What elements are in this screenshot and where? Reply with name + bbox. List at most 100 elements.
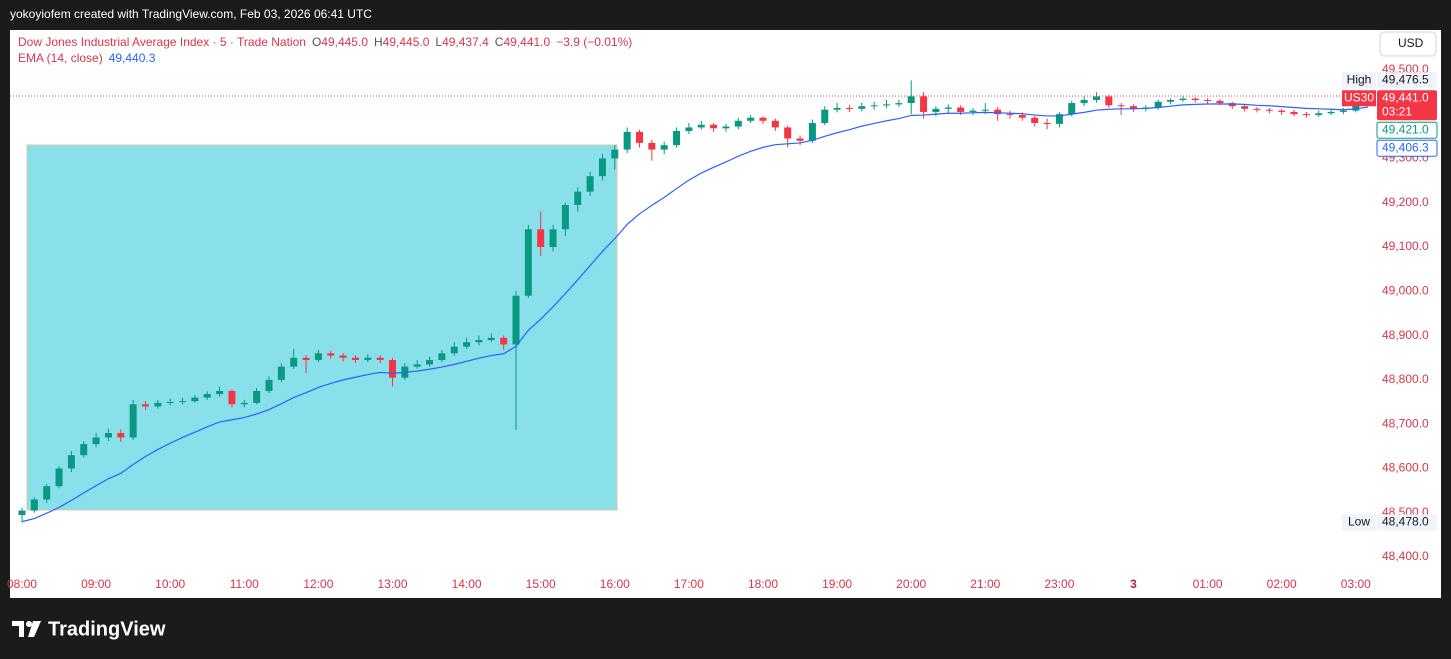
logo-shape — [12, 621, 24, 637]
x-tick-label: 20:00 — [896, 577, 926, 591]
candle-body — [747, 117, 755, 121]
candle-body — [883, 104, 890, 106]
candle-body — [561, 204, 569, 230]
candle-body — [833, 107, 841, 110]
price-tag-box — [1342, 72, 1376, 89]
candle-body — [1327, 111, 1335, 114]
candle-body — [351, 357, 359, 360]
candle-body — [1265, 109, 1273, 111]
candle-body — [18, 510, 26, 515]
candle-body — [784, 127, 792, 139]
price-label-box — [1377, 514, 1437, 531]
y-tick-label: 48,800.0 — [1382, 372, 1429, 386]
price-label: 49,421.0 — [1382, 122, 1429, 136]
logo-icon — [12, 621, 41, 637]
candle-body — [1302, 114, 1310, 116]
ohlc-value: 49,445.0 — [383, 35, 430, 49]
candle-body — [487, 337, 495, 341]
candle-body — [240, 402, 248, 405]
candle-body — [290, 357, 298, 367]
y-tick-label: 49,000.0 — [1382, 283, 1429, 297]
ohlc-value: 49,445.0 — [321, 35, 368, 49]
price-label: 48,478.0 — [1382, 515, 1429, 529]
y-tick-label: 48,600.0 — [1382, 461, 1429, 475]
ohlc-key: H — [374, 35, 383, 49]
plot-layer: 08:00 09:00 10:00 11:00 12:00 13:00 14:00 15:00… — [7, 80, 1375, 591]
candle-body — [710, 124, 718, 129]
candle-body — [808, 123, 816, 141]
candle-body — [80, 444, 88, 456]
price-label-box — [1377, 72, 1437, 89]
candle-body — [920, 96, 928, 112]
ema-line — [21, 103, 1369, 523]
price-label-box — [1377, 90, 1437, 121]
candle-body — [673, 130, 681, 146]
candle-body — [1068, 103, 1076, 115]
logo-shape — [28, 621, 41, 637]
candle-body — [636, 131, 643, 143]
currency-button[interactable] — [1379, 31, 1437, 57]
candle-body — [500, 337, 508, 345]
candle-body — [1204, 99, 1212, 101]
candle-body — [43, 486, 51, 500]
candle-body — [1191, 98, 1199, 100]
candle-body — [203, 394, 211, 398]
x-tick-label: 01:00 — [1193, 577, 1223, 591]
ohlc-key: O — [312, 35, 321, 49]
x-tick-label: 21:00 — [970, 577, 1000, 591]
candle-body — [648, 142, 656, 150]
candle-body — [598, 158, 606, 177]
candle-body — [1154, 101, 1162, 108]
legend-layer: Dow Jones Industrial Average Index · 5 ·… — [18, 35, 632, 65]
candle-body — [438, 353, 446, 360]
currency-label: USD — [1398, 36, 1424, 50]
candle-body — [512, 295, 520, 345]
candle-body — [685, 127, 693, 131]
candle-body — [302, 357, 310, 360]
candle-body — [117, 433, 125, 438]
candle-body — [586, 176, 594, 192]
x-tick-label: 13:00 — [377, 577, 407, 591]
candle-body — [574, 191, 582, 205]
candle-body — [1278, 110, 1286, 112]
ohlc-change: −3.9 (−0.01%) — [556, 35, 632, 49]
candle-body — [30, 499, 38, 511]
price-tag-box — [1342, 514, 1376, 531]
x-tick-label: 12:00 — [303, 577, 333, 591]
candle-body — [179, 401, 187, 403]
candle-body — [697, 124, 705, 128]
candle-body — [314, 353, 322, 360]
indicator-name: EMA (14, close) — [18, 51, 103, 65]
candle-body — [1031, 117, 1039, 124]
x-tick-label: 19:00 — [822, 577, 852, 591]
candle-body — [858, 106, 866, 109]
candle-body — [1080, 99, 1088, 104]
legend-line: Dow Jones Industrial Average Index · 5 ·… — [18, 35, 632, 49]
candle-body — [895, 103, 903, 105]
candle-body — [104, 433, 112, 438]
candle-body — [1228, 103, 1236, 107]
candle-body — [660, 145, 668, 150]
x-tick-label: 17:00 — [674, 577, 704, 591]
x-tick-label: 16:00 — [600, 577, 630, 591]
candle-body — [981, 109, 989, 111]
candle-body — [413, 364, 421, 367]
candle-body — [1092, 96, 1100, 100]
candle-body — [277, 366, 285, 380]
candle-body — [55, 468, 63, 487]
candle-body — [1241, 106, 1249, 109]
candle-body — [450, 346, 458, 354]
candle-body — [969, 110, 977, 112]
candle-body — [1167, 99, 1175, 102]
candle-body — [129, 404, 137, 438]
candle-body — [154, 402, 162, 407]
y-tick-label: 48,700.0 — [1382, 416, 1429, 430]
candle-body — [623, 131, 631, 150]
scale-layer: 49,500.049,300.049,200.049,100.049,000.0… — [1342, 62, 1438, 563]
candle-body — [771, 120, 779, 128]
x-tick-label: 08:00 — [7, 577, 37, 591]
candle-body — [1352, 103, 1360, 111]
x-tick-label: 02:00 — [1267, 577, 1297, 591]
candle-body — [166, 402, 174, 404]
